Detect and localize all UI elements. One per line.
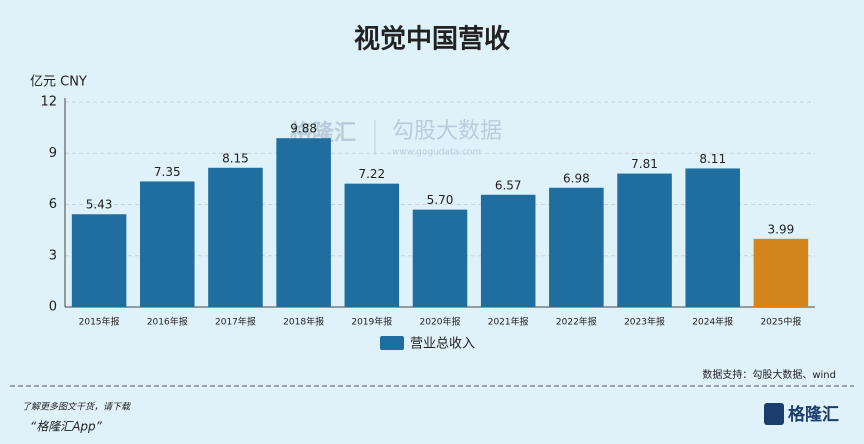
x-tick-label: 2024年报 bbox=[692, 316, 733, 328]
x-tick-label: 2021年报 bbox=[488, 316, 529, 328]
value-label: 5.70 bbox=[427, 193, 454, 207]
value-label: 6.98 bbox=[563, 171, 590, 185]
bar bbox=[276, 138, 331, 307]
legend-swatch bbox=[380, 336, 404, 350]
legend-label: 营业总收入 bbox=[410, 337, 475, 352]
bar bbox=[685, 168, 740, 307]
y-tick-label: 0 bbox=[49, 300, 57, 315]
bar bbox=[412, 209, 468, 307]
x-tick-label: 2023年报 bbox=[624, 316, 665, 328]
y-tick-label: 9 bbox=[49, 146, 57, 161]
bar bbox=[617, 173, 672, 307]
watermark: 格隆汇 勾股大数据 www.gogudata.com bbox=[290, 119, 502, 158]
value-label: 5.43 bbox=[86, 198, 113, 212]
bar bbox=[208, 167, 263, 307]
footer-note: 了解更多图文干货，请下载 bbox=[22, 402, 131, 413]
y-axis-label: 亿元 CNY bbox=[30, 75, 87, 90]
value-label: 3.99 bbox=[768, 222, 795, 236]
chart-title: 视觉中国营收 bbox=[354, 25, 510, 55]
x-tick-label: 2020年报 bbox=[420, 316, 461, 328]
watermark-text: 勾股大数据 bbox=[392, 119, 502, 144]
bar bbox=[753, 238, 809, 307]
value-label: 7.22 bbox=[358, 167, 385, 181]
bar bbox=[549, 187, 604, 307]
value-label: 8.15 bbox=[222, 151, 249, 165]
value-label: 7.81 bbox=[631, 157, 658, 171]
watermark-text: www.gogudata.com bbox=[392, 148, 481, 158]
source: 数据支持：勾股大数据、wind bbox=[702, 368, 836, 381]
x-tick-label: 2016年报 bbox=[147, 316, 188, 328]
value-label: 9.88 bbox=[290, 122, 317, 136]
y-tick-label: 6 bbox=[49, 197, 57, 212]
footer-app: “格隆汇App” bbox=[30, 420, 103, 434]
bar bbox=[71, 214, 127, 307]
value-label: 8.11 bbox=[699, 152, 726, 166]
bar bbox=[344, 183, 400, 307]
y-tick-label: 3 bbox=[49, 248, 57, 263]
value-label: 7.35 bbox=[154, 165, 181, 179]
logo: 格隆汇 bbox=[788, 404, 839, 425]
x-tick-label: 2018年报 bbox=[283, 316, 324, 328]
logo-icon bbox=[764, 403, 784, 425]
x-tick-label: 2017年报 bbox=[215, 316, 256, 328]
x-tick-label: 2025中报 bbox=[760, 316, 801, 328]
x-tick-label: 2019年报 bbox=[351, 316, 392, 328]
bar bbox=[480, 194, 536, 307]
x-tick-label: 2022年报 bbox=[556, 316, 597, 328]
y-tick-label: 12 bbox=[40, 95, 57, 110]
value-label: 6.57 bbox=[495, 178, 522, 192]
x-tick-label: 2015年报 bbox=[79, 316, 120, 328]
bar bbox=[140, 181, 195, 307]
